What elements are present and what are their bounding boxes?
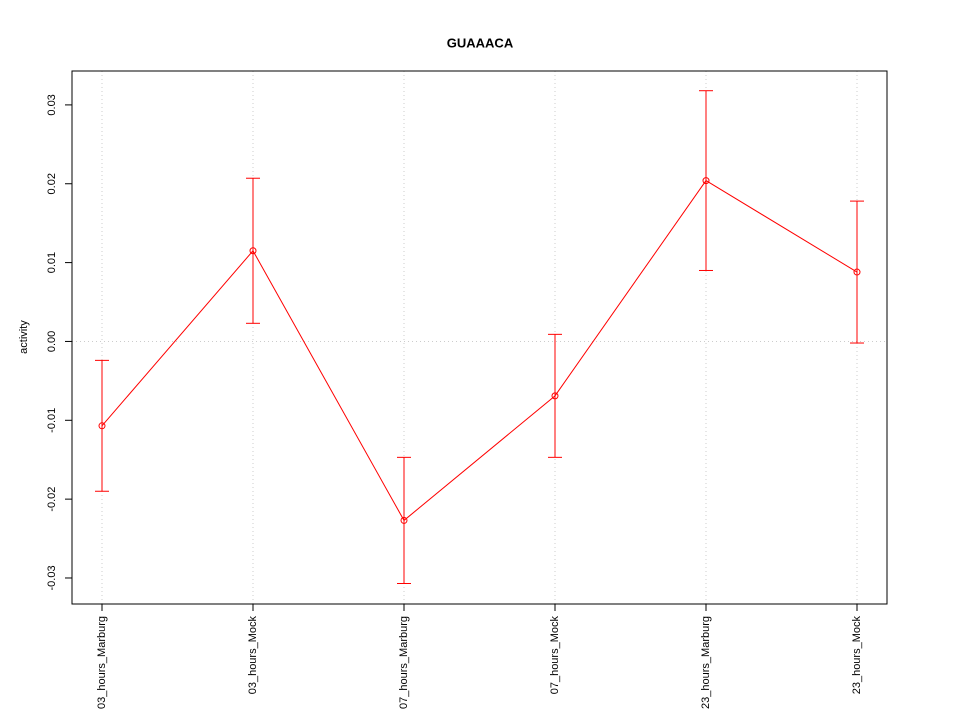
point	[702, 177, 710, 185]
error-bar	[548, 333, 562, 458]
point	[400, 516, 408, 524]
error-bar	[699, 90, 713, 271]
line	[101, 179, 858, 522]
x-tick-label: 07_hours_Mock	[549, 616, 561, 695]
point	[249, 247, 257, 255]
y-tick-label: 0.00	[46, 331, 58, 352]
y-axis-label: activity	[18, 320, 30, 354]
error-bar	[397, 456, 411, 584]
x-tick-label: 07_hours_Marburg	[398, 616, 410, 709]
y-tick-label: 0.01	[46, 252, 58, 273]
y-tick-label: 0.03	[46, 94, 58, 115]
y-tick-label: -0.02	[46, 487, 58, 512]
point	[551, 392, 559, 400]
point	[98, 422, 106, 430]
x-tick-label: 23_hours_Mock	[851, 616, 863, 695]
y-tick-label: -0.03	[46, 565, 58, 590]
plot-frame	[71, 70, 888, 605]
x-tick-label: 03_hours_Marburg	[96, 616, 108, 709]
error-bar	[95, 359, 109, 492]
point	[853, 268, 861, 276]
error-bar	[246, 177, 260, 324]
error-bar	[850, 200, 864, 344]
y-tick-label: 0.02	[46, 173, 58, 194]
x-tick-label: 03_hours_Mock	[247, 616, 259, 695]
y-tick-label: -0.01	[46, 408, 58, 433]
chart-title: GUAAACA	[447, 35, 514, 50]
x-tick-label: 23_hours_Marburg	[700, 616, 712, 709]
